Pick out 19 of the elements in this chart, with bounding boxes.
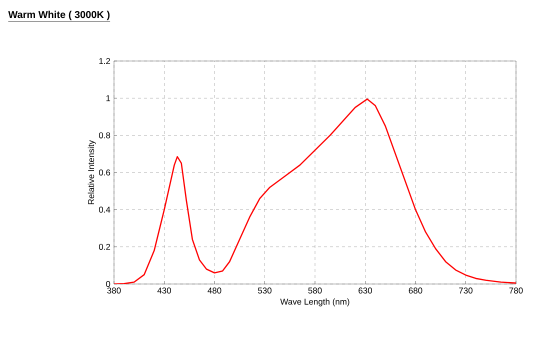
x-tick-label: 630 bbox=[358, 288, 372, 294]
x-axis-title: Wave Length (nm) bbox=[280, 298, 350, 306]
y-tick-label: 0.8 bbox=[98, 132, 110, 138]
y-tick-label: 0.6 bbox=[98, 170, 110, 176]
x-tick-label: 780 bbox=[509, 288, 523, 294]
x-tick-label: 680 bbox=[408, 288, 422, 294]
x-tick-label: 480 bbox=[208, 288, 222, 294]
y-tick-label: 0.4 bbox=[98, 206, 110, 213]
x-tick-label: 430 bbox=[157, 288, 172, 294]
x-tick-label: 530 bbox=[258, 288, 272, 294]
y-tick-label: 1 bbox=[106, 95, 110, 102]
y-axis-title: Relative Intensity bbox=[88, 140, 96, 204]
x-tick-label: 580 bbox=[308, 288, 322, 294]
x-tick-label: 730 bbox=[459, 288, 473, 294]
y-tick-label: 0.2 bbox=[98, 244, 110, 250]
y-tick-label: 1.2 bbox=[99, 58, 110, 64]
y-tick-label: 0 bbox=[106, 280, 110, 288]
x-tick-label: 380 bbox=[107, 288, 121, 294]
chart-title: Warm White ( 3000K ) bbox=[8, 10, 110, 20]
